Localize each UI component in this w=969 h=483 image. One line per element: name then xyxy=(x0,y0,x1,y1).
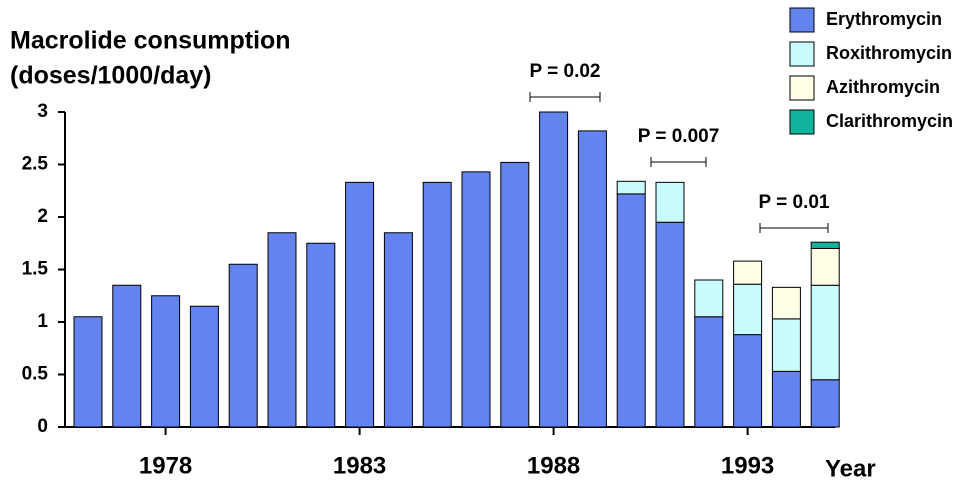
x-tick-label: 1993 xyxy=(721,452,774,479)
y-tick-label: 2 xyxy=(37,206,48,227)
bar-segment xyxy=(112,284,142,428)
legend-swatch xyxy=(789,7,815,33)
bar-segment xyxy=(810,379,840,428)
bar-segment xyxy=(616,193,646,428)
bar-segment xyxy=(539,111,569,428)
bar-segment xyxy=(694,279,724,318)
bar-segment xyxy=(733,260,763,285)
bar-segment xyxy=(345,181,375,428)
y-tick-label: 0.5 xyxy=(22,364,49,385)
legend-label: Clarithromycin xyxy=(826,111,953,131)
legend-label: Erythromycin xyxy=(826,9,942,29)
legend-label: Roxithromycin xyxy=(826,43,952,63)
bar-segment xyxy=(810,248,840,286)
x-tick-label: 1978 xyxy=(139,452,192,479)
legend-swatch xyxy=(789,109,815,135)
bar-segment xyxy=(771,318,801,372)
y-tick-label: 2.5 xyxy=(22,154,49,175)
bar-segment xyxy=(694,316,724,428)
bar-segment xyxy=(228,263,258,428)
bar-segment xyxy=(383,232,413,428)
bar-segment xyxy=(616,180,646,195)
legend-swatch xyxy=(789,41,815,67)
y-tick-label: 1 xyxy=(37,311,48,332)
bar-segment xyxy=(577,130,607,428)
annotation: P = 0.02 xyxy=(530,61,601,82)
bar-segment xyxy=(73,316,103,428)
x-tick-label: 1988 xyxy=(527,452,580,479)
bar-segment xyxy=(655,181,685,223)
bar-segment xyxy=(655,221,685,428)
bar-segment xyxy=(733,334,763,428)
x-axis-label: Year xyxy=(825,455,876,482)
annotation: P = 0.01 xyxy=(759,192,830,213)
annotation: P = 0.007 xyxy=(638,126,720,147)
bar-segment xyxy=(733,283,763,336)
y-axis-label: (doses/1000/day) xyxy=(10,62,212,90)
bar-segment xyxy=(810,241,840,249)
bar-segment xyxy=(267,232,297,428)
bar-segment xyxy=(189,305,219,428)
legend-label: Azithromycin xyxy=(826,77,940,97)
y-tick-label: 1.5 xyxy=(22,259,49,280)
bar-segment xyxy=(306,242,336,428)
y-axis-label: Macrolide consumption xyxy=(10,27,291,55)
bar-segment xyxy=(461,171,491,428)
x-tick-label: 1983 xyxy=(333,452,386,479)
bar-segment xyxy=(771,286,801,320)
y-tick-label: 3 xyxy=(37,101,48,122)
legend-swatch xyxy=(789,75,815,101)
bar-segment xyxy=(500,161,530,428)
y-tick-label: 0 xyxy=(37,416,48,437)
bar-segment xyxy=(422,181,452,428)
bar-segment xyxy=(810,284,840,381)
bar-segment xyxy=(771,370,801,428)
bar-segment xyxy=(151,295,181,428)
